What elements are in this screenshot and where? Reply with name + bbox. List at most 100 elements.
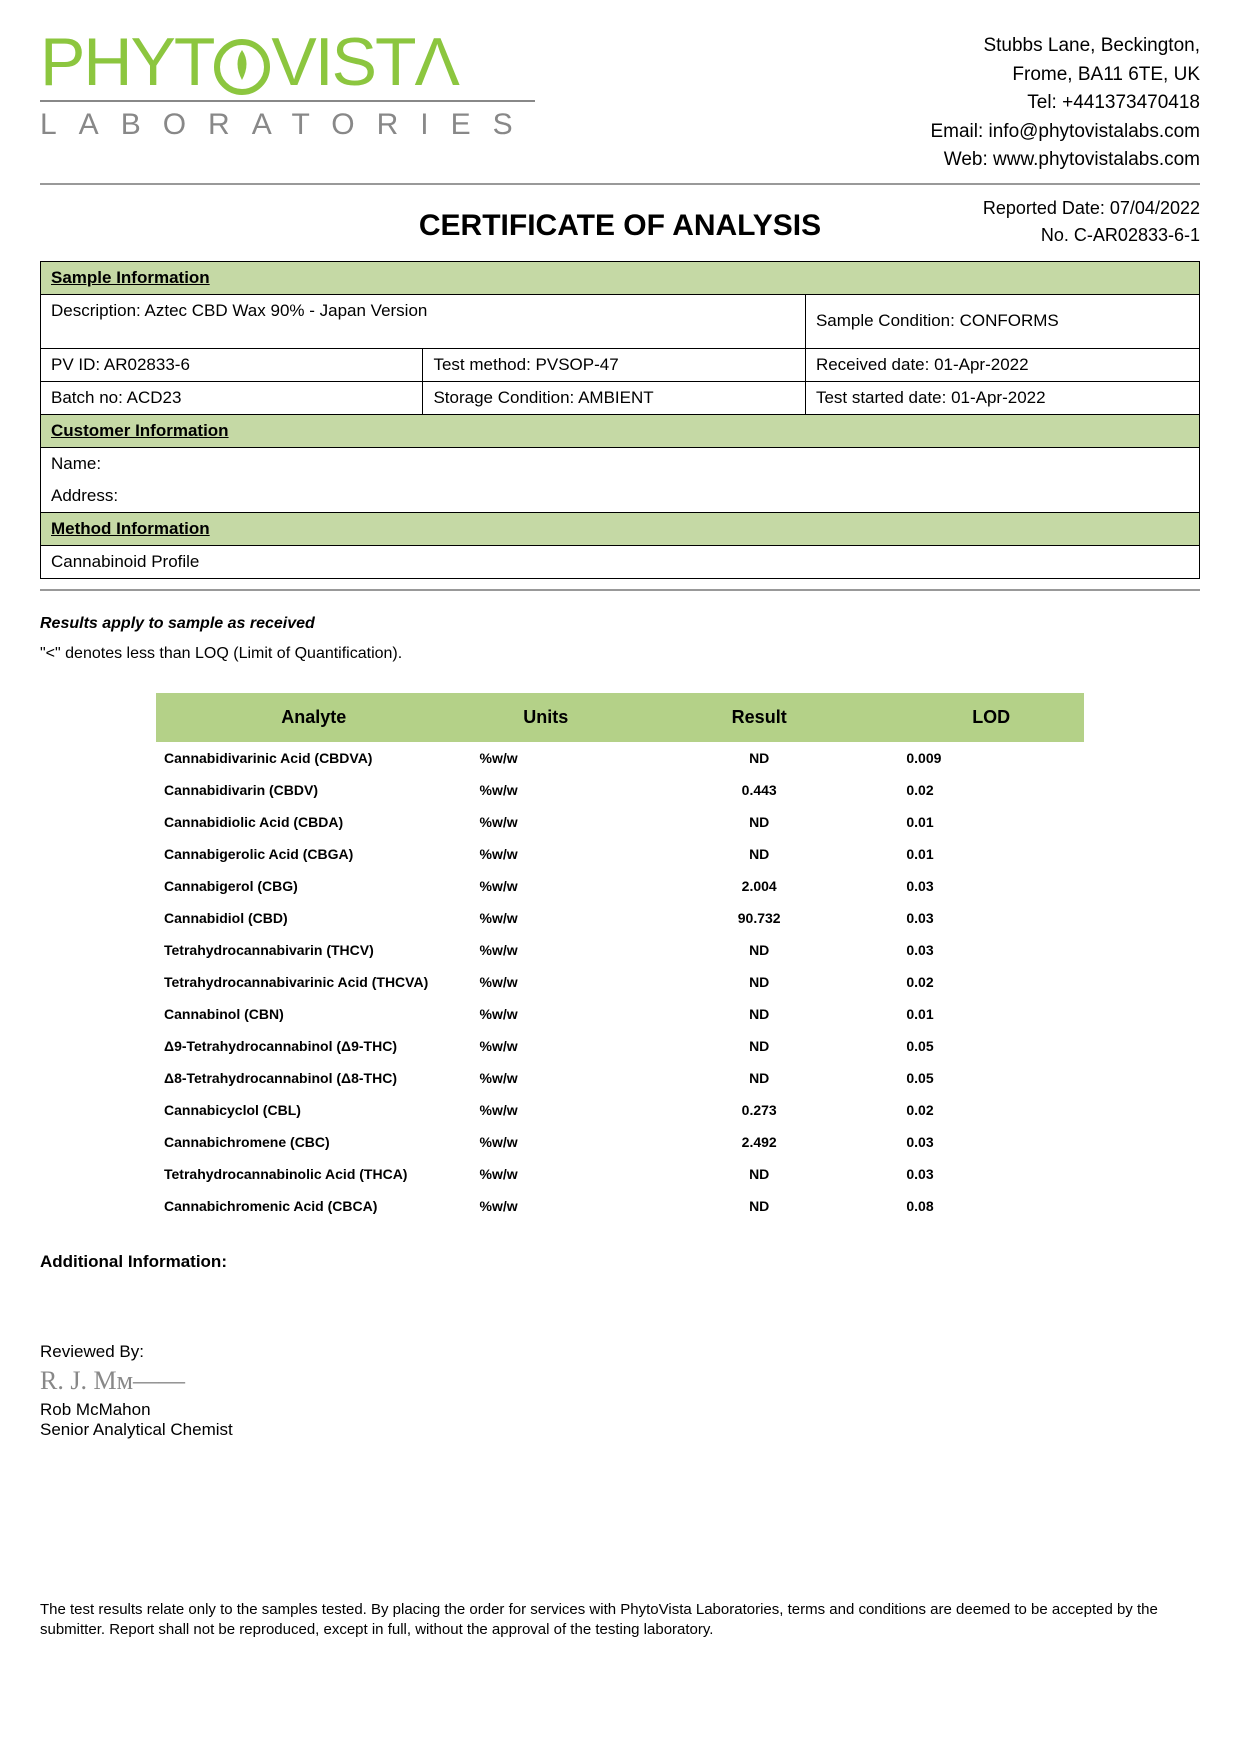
- table-row: Cannabidiolic Acid (CBDA)%w/wND0.01: [156, 806, 1084, 838]
- cell-result: 0.443: [620, 774, 898, 806]
- cell-analyte: Cannabinol (CBN): [156, 998, 472, 1030]
- cell-result: 2.492: [620, 1126, 898, 1158]
- separator: [40, 589, 1200, 591]
- customer-name: Name:: [41, 447, 1200, 480]
- reviewer-name: Rob McMahon: [40, 1400, 1200, 1420]
- storage-condition: Storage Condition: AMBIENT: [423, 381, 805, 414]
- cell-units: %w/w: [472, 934, 620, 966]
- col-units: Units: [472, 693, 620, 742]
- cell-result: ND: [620, 934, 898, 966]
- cell-result: ND: [620, 742, 898, 774]
- cell-units: %w/w: [472, 742, 620, 774]
- cell-units: %w/w: [472, 966, 620, 998]
- table-row: Cannabigerolic Acid (CBGA)%w/wND0.01: [156, 838, 1084, 870]
- received-date: Received date: 01-Apr-2022: [805, 348, 1199, 381]
- cell-units: %w/w: [472, 902, 620, 934]
- cell-result: ND: [620, 1030, 898, 1062]
- header: PHYTVISTΛ LABORATORIES Stubbs Lane, Beck…: [40, 28, 1200, 185]
- cell-result: ND: [620, 806, 898, 838]
- cell-lod: 0.08: [898, 1190, 1084, 1222]
- cell-analyte: Cannabigerolic Acid (CBGA): [156, 838, 472, 870]
- note-results-apply: Results apply to sample as received: [40, 615, 1200, 633]
- cell-analyte: Cannabigerol (CBG): [156, 870, 472, 902]
- test-method: Test method: PVSOP-47: [423, 348, 805, 381]
- cell-units: %w/w: [472, 1094, 620, 1126]
- table-row: Tetrahydrocannabivarinic Acid (THCVA)%w/…: [156, 966, 1084, 998]
- logo-sub: LABORATORIES: [40, 100, 535, 140]
- method-info-header: Method Information: [41, 512, 1200, 545]
- reviewer-title: Senior Analytical Chemist: [40, 1420, 1200, 1440]
- cell-lod: 0.03: [898, 1126, 1084, 1158]
- cell-units: %w/w: [472, 870, 620, 902]
- cell-analyte: Tetrahydrocannabivarin (THCV): [156, 934, 472, 966]
- reviewed-by-label: Reviewed By:: [40, 1342, 1200, 1362]
- cell-result: ND: [620, 1158, 898, 1190]
- table-row: Cannabidivarinic Acid (CBDVA)%w/wND0.009: [156, 742, 1084, 774]
- reviewed-block: Reviewed By: R. J. Mᴍ—— Rob McMahon Seni…: [40, 1342, 1200, 1440]
- sample-description: Description: Aztec CBD Wax 90% - Japan V…: [41, 294, 806, 348]
- table-row: Δ8-Tetrahydrocannabinol (Δ8-THC)%w/wND0.…: [156, 1062, 1084, 1094]
- cell-units: %w/w: [472, 1190, 620, 1222]
- sample-info-header: Sample Information: [41, 261, 1200, 294]
- logo-main: PHYTVISTΛ: [40, 28, 535, 96]
- cell-analyte: Cannabidivarinic Acid (CBDVA): [156, 742, 472, 774]
- cell-analyte: Cannabidivarin (CBDV): [156, 774, 472, 806]
- cell-result: ND: [620, 998, 898, 1030]
- cell-lod: 0.01: [898, 998, 1084, 1030]
- cell-analyte: Δ9-Tetrahydrocannabinol (Δ9-THC): [156, 1030, 472, 1062]
- note-loq: "<" denotes less than LOQ (Limit of Quan…: [40, 645, 1200, 663]
- cell-lod: 0.03: [898, 1158, 1084, 1190]
- logo: PHYTVISTΛ LABORATORIES: [40, 28, 535, 140]
- cell-analyte: Cannabidiol (CBD): [156, 902, 472, 934]
- cell-lod: 0.02: [898, 966, 1084, 998]
- contact-tel: Tel: +441373470418: [930, 89, 1200, 118]
- info-table: Sample Information Description: Aztec CB…: [40, 261, 1200, 579]
- table-row: Cannabichromene (CBC)%w/w2.4920.03: [156, 1126, 1084, 1158]
- signature: R. J. Mᴍ——: [40, 1366, 1200, 1396]
- contact-addr2: Frome, BA11 6TE, UK: [930, 61, 1200, 90]
- table-row: Cannabicyclol (CBL)%w/w0.2730.02: [156, 1094, 1084, 1126]
- col-result: Result: [620, 693, 898, 742]
- cell-lod: 0.05: [898, 1062, 1084, 1094]
- cell-lod: 0.009: [898, 742, 1084, 774]
- table-row: Cannabigerol (CBG)%w/w2.0040.03: [156, 870, 1084, 902]
- table-row: Cannabidivarin (CBDV)%w/w0.4430.02: [156, 774, 1084, 806]
- leaf-circle-icon: [213, 38, 271, 96]
- table-row: Δ9-Tetrahydrocannabinol (Δ9-THC)%w/wND0.…: [156, 1030, 1084, 1062]
- logo-text-3: Λ: [415, 24, 458, 100]
- cell-units: %w/w: [472, 774, 620, 806]
- batch-no: Batch no: ACD23: [41, 381, 423, 414]
- table-row: Cannabichromenic Acid (CBCA)%w/wND0.08: [156, 1190, 1084, 1222]
- pv-id: PV ID: AR02833-6: [41, 348, 423, 381]
- col-lod: LOD: [898, 693, 1084, 742]
- cell-result: ND: [620, 1190, 898, 1222]
- table-row: Tetrahydrocannabivarin (THCV)%w/wND0.03: [156, 934, 1084, 966]
- cell-result: ND: [620, 838, 898, 870]
- cell-analyte: Cannabidiolic Acid (CBDA): [156, 806, 472, 838]
- contact-block: Stubbs Lane, Beckington, Frome, BA11 6TE…: [930, 28, 1200, 175]
- contact-email: Email: info@phytovistalabs.com: [930, 118, 1200, 147]
- additional-info-label: Additional Information:: [40, 1252, 1200, 1272]
- col-analyte: Analyte: [156, 693, 472, 742]
- cell-lod: 0.02: [898, 774, 1084, 806]
- cell-lod: 0.02: [898, 1094, 1084, 1126]
- table-row: Cannabinol (CBN)%w/wND0.01: [156, 998, 1084, 1030]
- cell-units: %w/w: [472, 1126, 620, 1158]
- cell-analyte: Cannabichromenic Acid (CBCA): [156, 1190, 472, 1222]
- cell-analyte: Tetrahydrocannabinolic Acid (THCA): [156, 1158, 472, 1190]
- table-row: Tetrahydrocannabinolic Acid (THCA)%w/wND…: [156, 1158, 1084, 1190]
- method-profile: Cannabinoid Profile: [41, 545, 1200, 578]
- cell-units: %w/w: [472, 1062, 620, 1094]
- cell-analyte: Δ8-Tetrahydrocannabinol (Δ8-THC): [156, 1062, 472, 1094]
- footer-disclaimer: The test results relate only to the samp…: [40, 1600, 1200, 1641]
- cell-lod: 0.05: [898, 1030, 1084, 1062]
- cell-lod: 0.03: [898, 934, 1084, 966]
- cell-result: 0.273: [620, 1094, 898, 1126]
- contact-web: Web: www.phytovistalabs.com: [930, 146, 1200, 175]
- cell-units: %w/w: [472, 998, 620, 1030]
- cell-result: ND: [620, 966, 898, 998]
- cell-lod: 0.03: [898, 902, 1084, 934]
- cell-analyte: Cannabichromene (CBC): [156, 1126, 472, 1158]
- logo-text-1: PHYT: [40, 24, 213, 100]
- cell-units: %w/w: [472, 1030, 620, 1062]
